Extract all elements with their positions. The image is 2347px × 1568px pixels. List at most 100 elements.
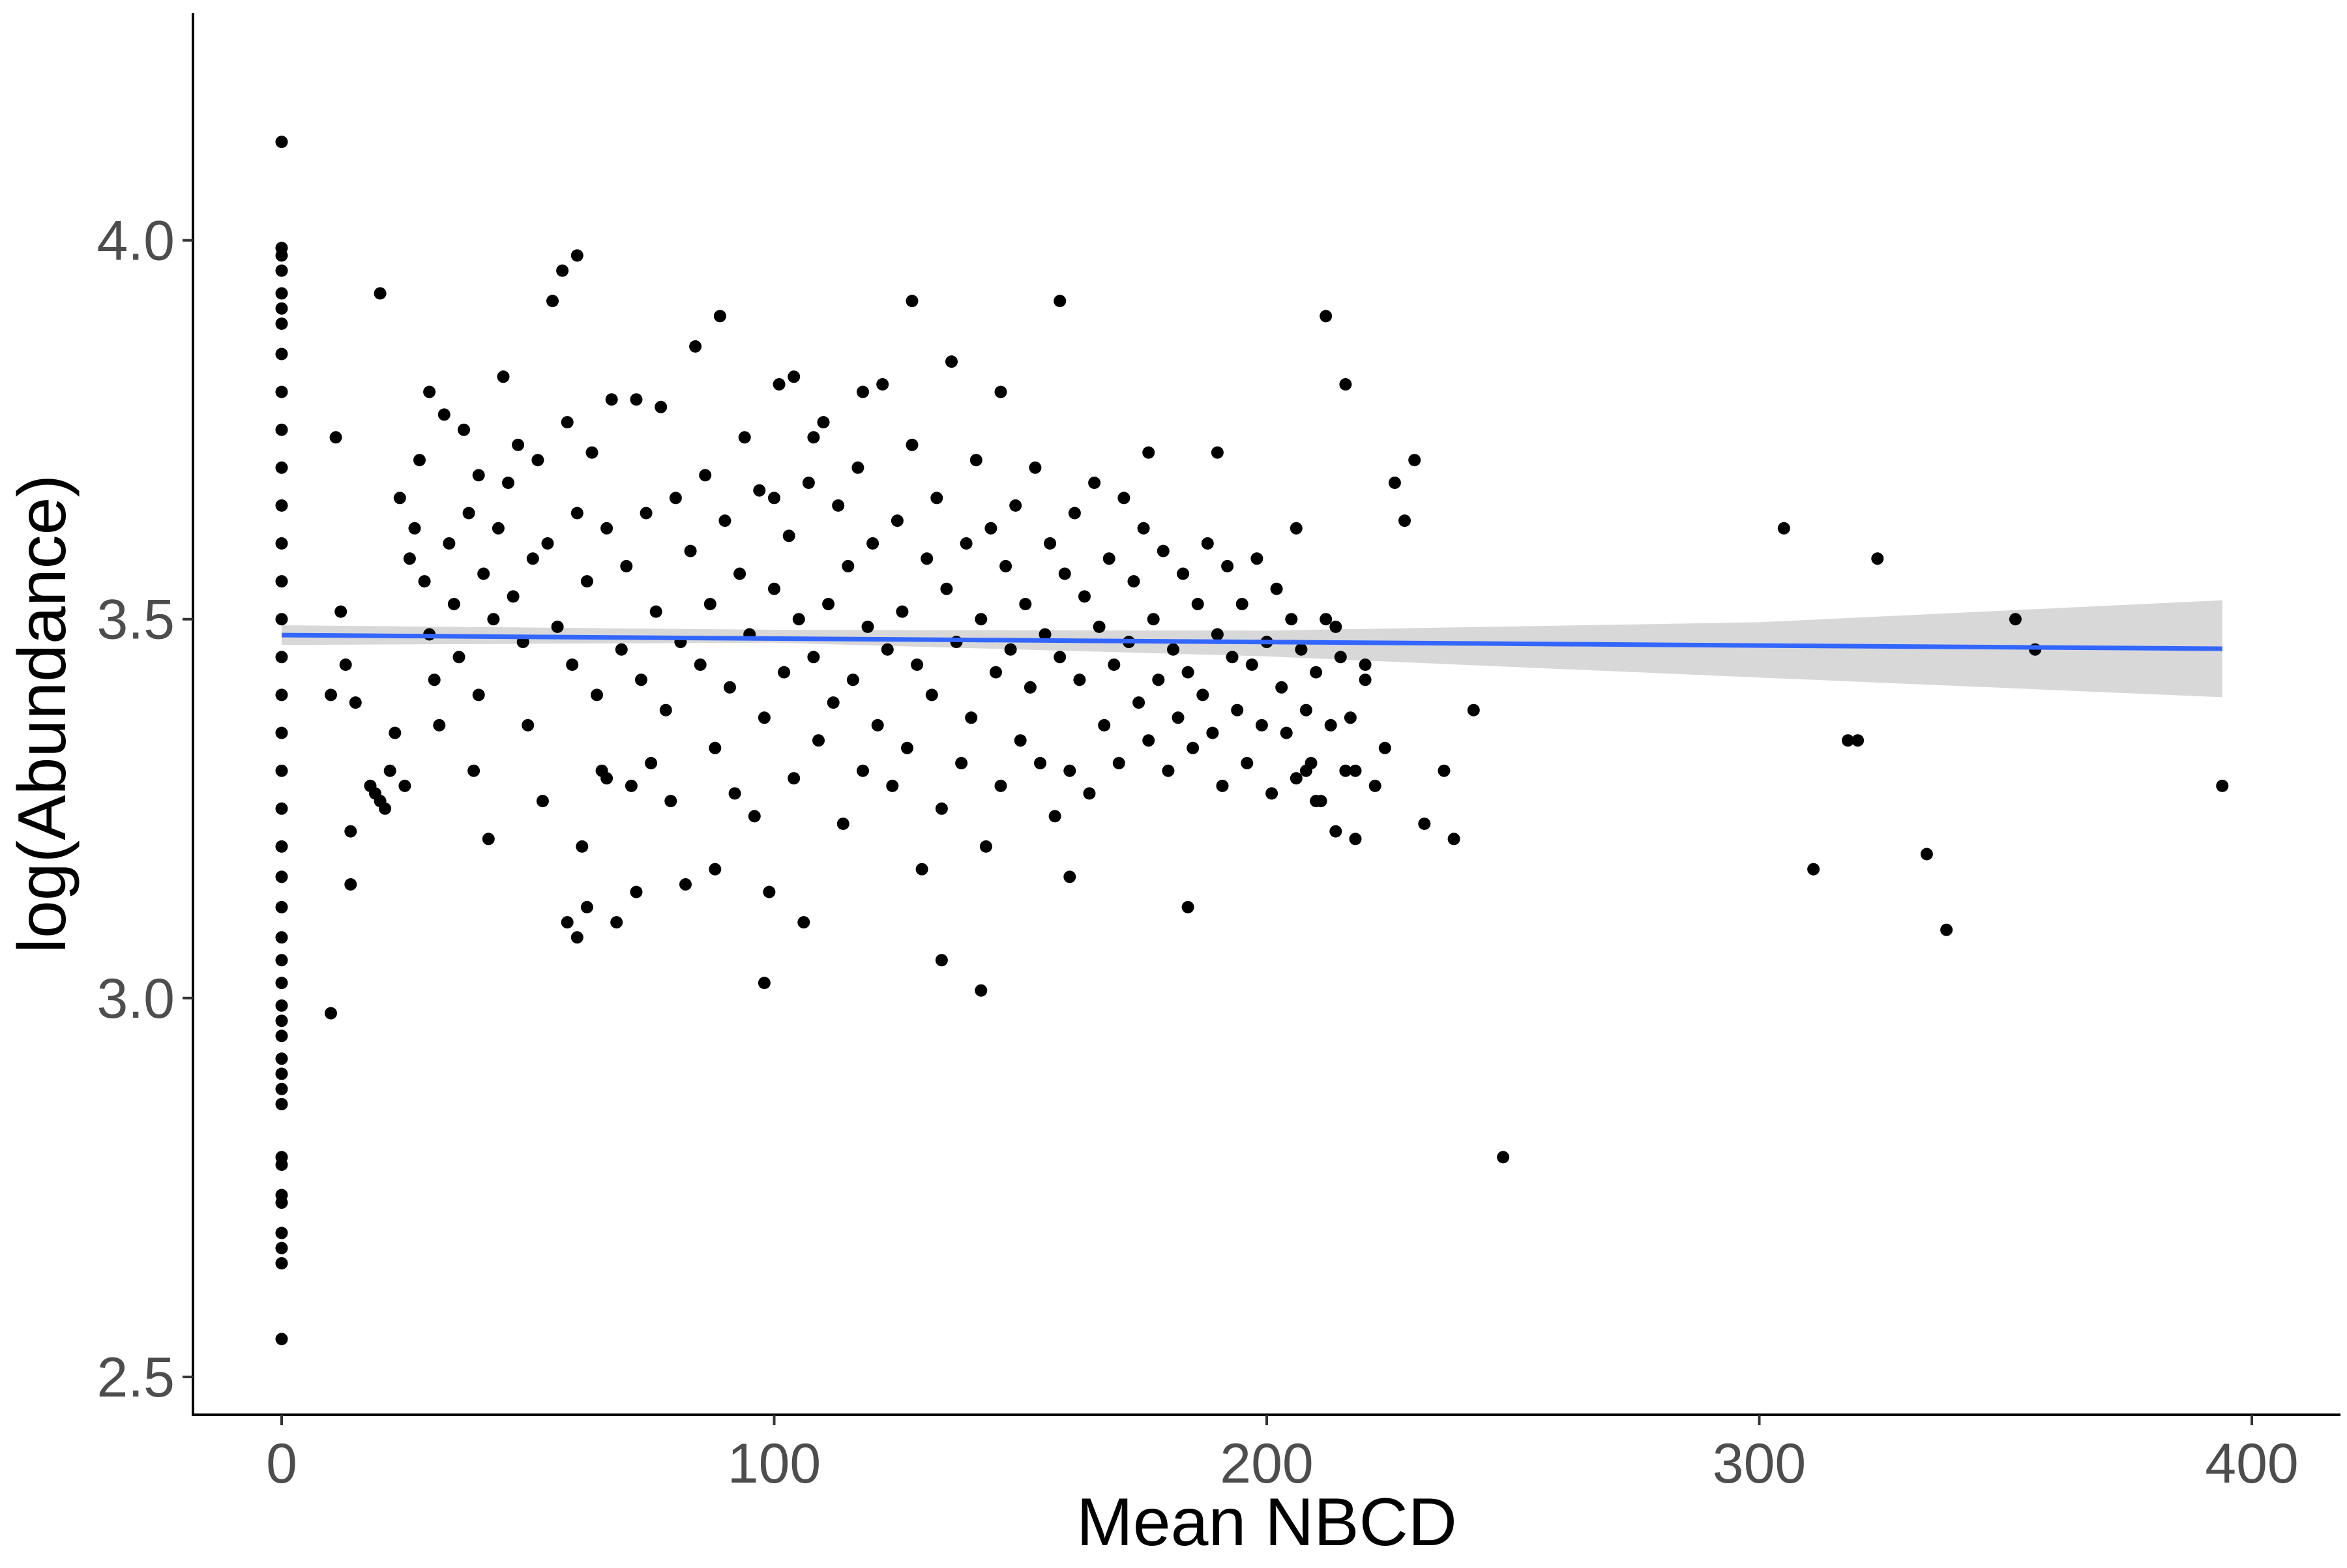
data-point	[275, 1098, 288, 1110]
data-point	[625, 779, 638, 792]
data-point	[1187, 741, 1200, 754]
data-point	[709, 863, 722, 876]
data-point	[851, 461, 864, 474]
data-point	[1058, 567, 1071, 580]
data-point	[1024, 681, 1037, 694]
data-point	[344, 825, 357, 838]
data-point	[699, 469, 712, 482]
confidence-ribbon	[282, 600, 2222, 698]
data-point	[1102, 552, 1115, 565]
data-point	[778, 666, 791, 679]
data-point	[275, 1014, 288, 1028]
data-point	[881, 643, 894, 656]
data-point	[1181, 666, 1194, 679]
data-point	[443, 537, 456, 550]
data-point	[275, 1067, 288, 1080]
data-point	[1310, 666, 1323, 679]
data-point	[969, 454, 982, 467]
data-point	[758, 711, 771, 724]
data-point	[901, 741, 913, 754]
data-point	[960, 537, 973, 550]
data-point	[679, 878, 692, 891]
data-point	[984, 522, 997, 535]
data-point	[645, 757, 658, 769]
data-point	[1359, 673, 1372, 687]
data-point	[275, 241, 288, 254]
data-point	[275, 764, 288, 777]
data-point	[447, 598, 460, 610]
data-point	[1137, 522, 1150, 535]
data-point	[1241, 757, 1254, 769]
data-point	[1034, 757, 1046, 769]
data-point	[1108, 658, 1121, 671]
data-point	[999, 559, 1012, 572]
data-point	[477, 567, 490, 580]
data-point	[275, 264, 288, 277]
data-point	[600, 772, 613, 785]
data-point	[1467, 703, 1480, 717]
data-point	[807, 651, 820, 664]
data-point	[580, 575, 593, 588]
data-point	[526, 552, 539, 565]
data-point	[709, 741, 722, 754]
data-point	[325, 1007, 337, 1020]
data-point	[275, 302, 288, 315]
data-point	[1048, 810, 1061, 823]
data-point	[275, 287, 288, 300]
data-point	[344, 878, 357, 891]
data-point	[1093, 620, 1106, 633]
data-point	[522, 718, 535, 732]
data-point	[812, 734, 825, 747]
data-point	[275, 1333, 288, 1346]
data-point	[452, 651, 465, 664]
data-point	[1211, 628, 1224, 641]
x-tick-label: 100	[728, 1432, 821, 1495]
data-point	[1014, 734, 1027, 747]
data-point	[906, 295, 919, 308]
data-point	[846, 673, 859, 687]
data-point	[921, 552, 934, 565]
data-point	[1206, 726, 1219, 739]
data-point	[467, 764, 480, 777]
data-point	[275, 840, 288, 853]
data-point	[275, 1082, 288, 1095]
data-point	[275, 1029, 288, 1043]
data-point	[1447, 833, 1460, 846]
data-point	[807, 431, 820, 444]
data-point	[1098, 718, 1111, 732]
data-point	[1177, 567, 1190, 580]
points-layer	[275, 136, 2229, 1346]
y-tick-label: 4.0	[96, 210, 175, 273]
data-point	[871, 718, 884, 732]
data-point	[482, 833, 495, 846]
data-point	[1029, 461, 1042, 474]
data-point	[915, 863, 928, 876]
data-point	[792, 613, 805, 626]
data-point	[566, 658, 579, 671]
data-point	[1019, 598, 1032, 610]
data-point	[379, 802, 392, 815]
data-point	[275, 954, 288, 967]
data-point	[275, 1257, 288, 1270]
data-point	[891, 514, 904, 527]
data-point	[975, 984, 988, 997]
data-point	[635, 673, 647, 687]
data-point	[1344, 711, 1357, 724]
data-point	[275, 931, 288, 944]
data-point	[763, 885, 776, 898]
data-point	[1231, 703, 1244, 717]
data-point	[374, 287, 387, 300]
data-point	[1871, 552, 1884, 565]
data-point	[797, 916, 810, 929]
data-point	[605, 393, 618, 406]
data-point	[817, 416, 830, 429]
data-point	[994, 385, 1007, 398]
data-point	[836, 818, 849, 830]
data-point	[1250, 552, 1263, 565]
data-point	[1852, 734, 1865, 747]
data-point	[1807, 863, 1820, 876]
data-point	[1329, 825, 1342, 838]
data-point	[1285, 613, 1298, 626]
data-point	[1270, 582, 1283, 595]
